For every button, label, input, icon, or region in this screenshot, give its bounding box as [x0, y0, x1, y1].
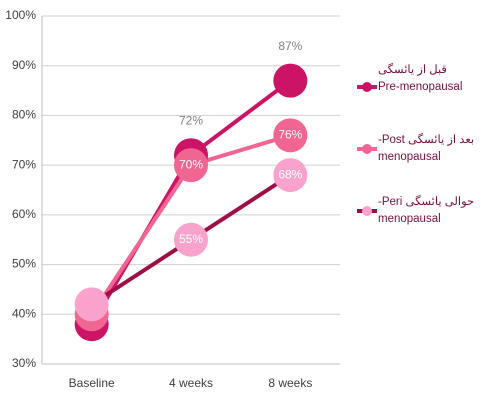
y-tick-label: 70%: [12, 157, 36, 171]
value-label: 70%: [179, 157, 203, 171]
y-tick-label: 60%: [12, 207, 36, 221]
x-tick-label: 8 weeks: [268, 376, 312, 390]
marker: [273, 118, 308, 153]
x-tick-label: Baseline: [69, 376, 115, 390]
legend-entry: بعد از یائسگی Post- menopausal: [378, 134, 475, 163]
y-tick-label: 90%: [12, 58, 36, 72]
legend-marker: [362, 144, 372, 154]
value-label: 72%: [179, 113, 203, 127]
value-label: 76%: [278, 127, 302, 141]
legend-marker: [362, 206, 372, 216]
legend-marker: [362, 82, 372, 92]
marker: [273, 158, 308, 193]
value-label: 55%: [179, 232, 203, 246]
marker: [174, 148, 208, 183]
y-tick-label: 80%: [12, 108, 36, 122]
y-tick-label: 40%: [12, 306, 36, 320]
x-tick-label: 4 weeks: [169, 376, 213, 390]
y-tick-label: 50%: [12, 257, 36, 271]
marker: [174, 222, 208, 257]
y-tick-label: 100%: [5, 8, 36, 22]
value-label: 87%: [278, 39, 302, 53]
legend-entry: قبل از یائسگی Pre-menopausal: [378, 64, 463, 93]
marker: [74, 287, 109, 322]
marker: [273, 63, 308, 98]
legend-entry: حوالی یائسگی Peri- menopausal: [378, 196, 475, 225]
value-label: 68%: [278, 167, 302, 181]
y-tick-label: 30%: [12, 356, 36, 370]
